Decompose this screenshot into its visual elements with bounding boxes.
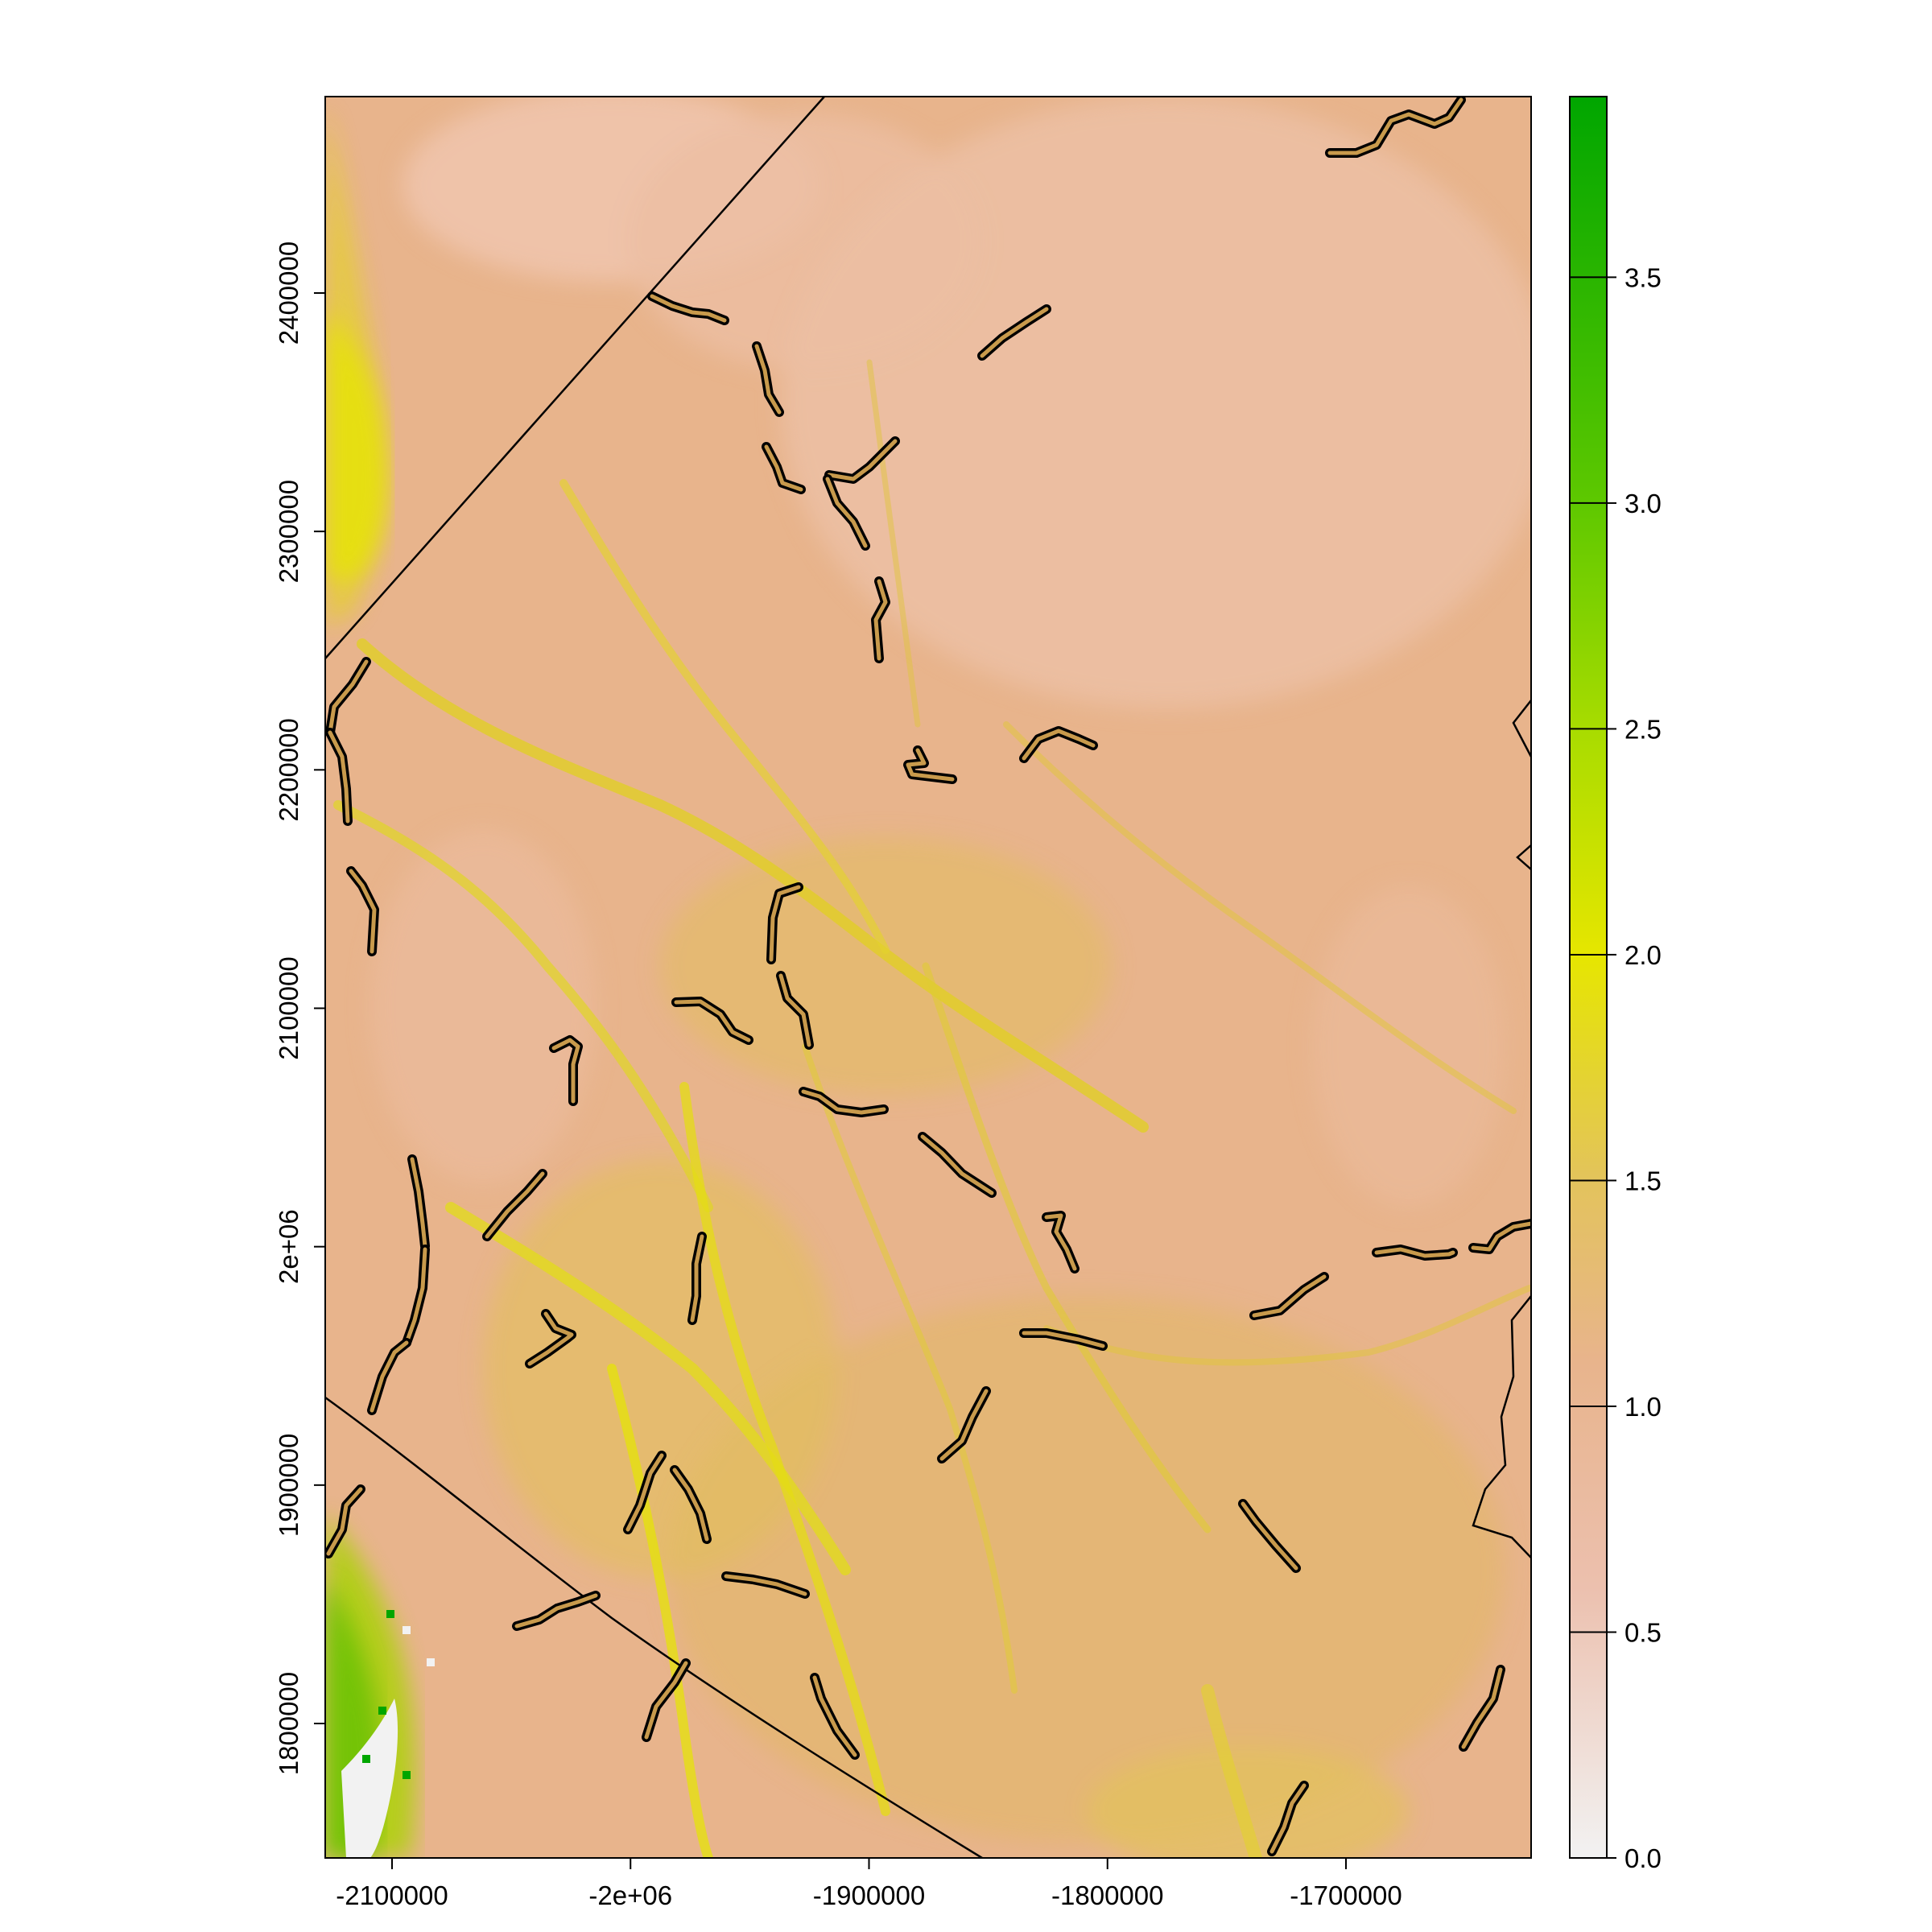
river-segment xyxy=(1042,1211,1080,1274)
river-segment xyxy=(977,304,1051,361)
raster-green-patch xyxy=(325,1513,435,1858)
river-segment xyxy=(1249,1272,1329,1320)
river-segment xyxy=(549,1035,583,1106)
river-segment xyxy=(402,1245,430,1348)
raster-left-strip xyxy=(325,105,389,628)
y-axis: 1800000 1900000 2e+06 2100000 2200000 2300000… xyxy=(274,97,326,1858)
river-segment xyxy=(407,1154,430,1251)
y-tick-label: 2400000 xyxy=(274,242,303,345)
y-tick-label: 1800000 xyxy=(274,1672,303,1775)
y-tick-label: 2300000 xyxy=(274,480,303,583)
legend-tick-label: 3.5 xyxy=(1624,262,1662,292)
river-segment xyxy=(752,341,784,417)
river-segment xyxy=(1325,97,1466,158)
river-segment xyxy=(903,745,957,784)
river-segment xyxy=(325,1484,365,1558)
river-segment xyxy=(512,1591,601,1631)
boundary-line-south xyxy=(325,1396,983,1858)
river-segment xyxy=(1468,1219,1531,1254)
raster-layer xyxy=(325,97,1531,1858)
river-segment xyxy=(647,291,729,325)
river-segment xyxy=(810,1673,860,1760)
boundary-lines xyxy=(325,97,1531,1858)
river-segment xyxy=(823,474,870,551)
river-segment xyxy=(325,728,353,826)
river-segment xyxy=(762,442,806,494)
boundary-line-east xyxy=(1472,700,1531,1558)
river-segment xyxy=(367,1338,411,1415)
river-segment xyxy=(671,997,753,1045)
y-tick-label: 1900000 xyxy=(274,1434,303,1537)
legend-tick-label: 2.0 xyxy=(1624,940,1662,970)
river-segment xyxy=(670,1465,712,1544)
x-tick-label: -1700000 xyxy=(1290,1880,1402,1910)
river-segments xyxy=(325,97,1531,1856)
river-segment xyxy=(1372,1245,1458,1261)
river-segment xyxy=(824,436,900,484)
river-segment xyxy=(623,1451,667,1534)
river-segment xyxy=(642,1658,691,1742)
river-segment xyxy=(325,657,371,737)
river-segment xyxy=(482,1169,547,1241)
x-tick-label: -1800000 xyxy=(1051,1880,1163,1910)
y-tick-label: 2e+06 xyxy=(274,1209,303,1284)
x-tick-label: -2e+06 xyxy=(588,1880,672,1910)
raster-high-channels xyxy=(333,359,1531,1858)
x-axis: -2100000 -2e+06 -1900000 -1800000 -1700000 xyxy=(325,1857,1531,1910)
legend-tick-label: 0.5 xyxy=(1624,1617,1662,1647)
river-segment xyxy=(799,1087,889,1117)
river-segment xyxy=(721,1571,810,1599)
y-tick-label: 2100000 xyxy=(274,956,303,1059)
river-segment xyxy=(871,576,890,663)
x-tick-label: -2100000 xyxy=(336,1880,448,1910)
raster-zero-patch xyxy=(341,1699,398,1858)
river-segment xyxy=(918,1132,997,1198)
raster-low-areas xyxy=(370,97,1531,1208)
river-segment xyxy=(937,1386,991,1463)
boundary-line-north xyxy=(325,97,825,659)
y-tick-label: 2200000 xyxy=(274,718,303,821)
river-segment xyxy=(1019,1328,1108,1351)
legend-tick-label: 1.5 xyxy=(1624,1166,1662,1195)
legend-tick-label: 2.5 xyxy=(1624,714,1662,744)
river-segment xyxy=(1238,1499,1301,1573)
legend-tick-label: 3.0 xyxy=(1624,489,1662,518)
river-segment xyxy=(766,882,803,964)
legend-colorbar xyxy=(1569,96,1608,1859)
color-legend: 0.0 0.5 1.0 1.5 2.0 2.5 3.0 3.5 xyxy=(1569,96,1662,1873)
legend-tick-label: 0.0 xyxy=(1624,1843,1662,1873)
river-segment xyxy=(687,1232,707,1325)
legend-tick-label: 1.0 xyxy=(1624,1392,1662,1422)
river-segment xyxy=(776,971,814,1050)
river-segment xyxy=(1459,1665,1505,1752)
river-segment xyxy=(525,1309,576,1368)
river-segment xyxy=(346,866,379,956)
x-tick-label: -1900000 xyxy=(813,1880,925,1910)
river-segment xyxy=(1267,1781,1309,1856)
river-segment xyxy=(1019,726,1098,763)
